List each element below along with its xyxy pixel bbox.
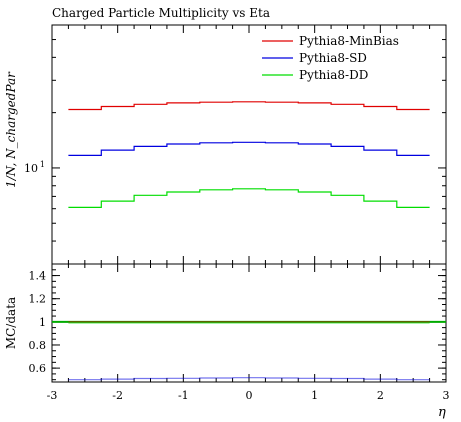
y-tick-label: 10 <box>24 162 38 175</box>
chart-title: Charged Particle Multiplicity vs Eta <box>52 6 270 20</box>
x-tick-label: -1 <box>178 389 189 402</box>
x-axis-label: η <box>438 405 446 420</box>
ratio-panel: 0.6 0.8 1 1.2 1.4 -3 -2 -1 0 1 2 3 <box>29 263 450 402</box>
x-tick-label: -2 <box>112 389 123 402</box>
x-tick-label: 1 <box>311 389 318 402</box>
x-tick-label: -3 <box>47 389 58 402</box>
ratio-ylabel: MC/data <box>4 297 18 349</box>
series-line-pythia8-minbias <box>68 101 430 111</box>
ratio-y-tick-label: 1.4 <box>29 270 47 283</box>
ratio-series-line-pythia8-sd <box>68 377 430 381</box>
x-tick-label: 2 <box>377 389 384 402</box>
ratio-y-tick-label: 1 <box>39 316 46 329</box>
legend-label: Pythia8-DD <box>299 68 368 82</box>
series-line-pythia8-dd <box>68 188 430 208</box>
ratio-y-tick-label: 0.6 <box>29 362 47 375</box>
legend-label: Pythia8-MinBias <box>299 34 399 48</box>
ratio-y-tick-label: 1.2 <box>29 293 47 306</box>
main-frame <box>51 24 447 265</box>
y-tick-exponent: 1 <box>40 160 45 169</box>
x-tick-label: 3 <box>443 389 450 402</box>
series-line-pythia8-sd <box>68 141 430 156</box>
ratio-y-tick-label: 0.8 <box>29 339 47 352</box>
x-tick-label: 0 <box>246 389 253 402</box>
legend-label: Pythia8-SD <box>299 51 367 65</box>
main-ylabel: 1/N, N_chargedPar <box>4 71 18 188</box>
main-panel: 10 1 Pythia8-MinBias Pythia8-SD Pythia8-DD <box>24 24 447 265</box>
